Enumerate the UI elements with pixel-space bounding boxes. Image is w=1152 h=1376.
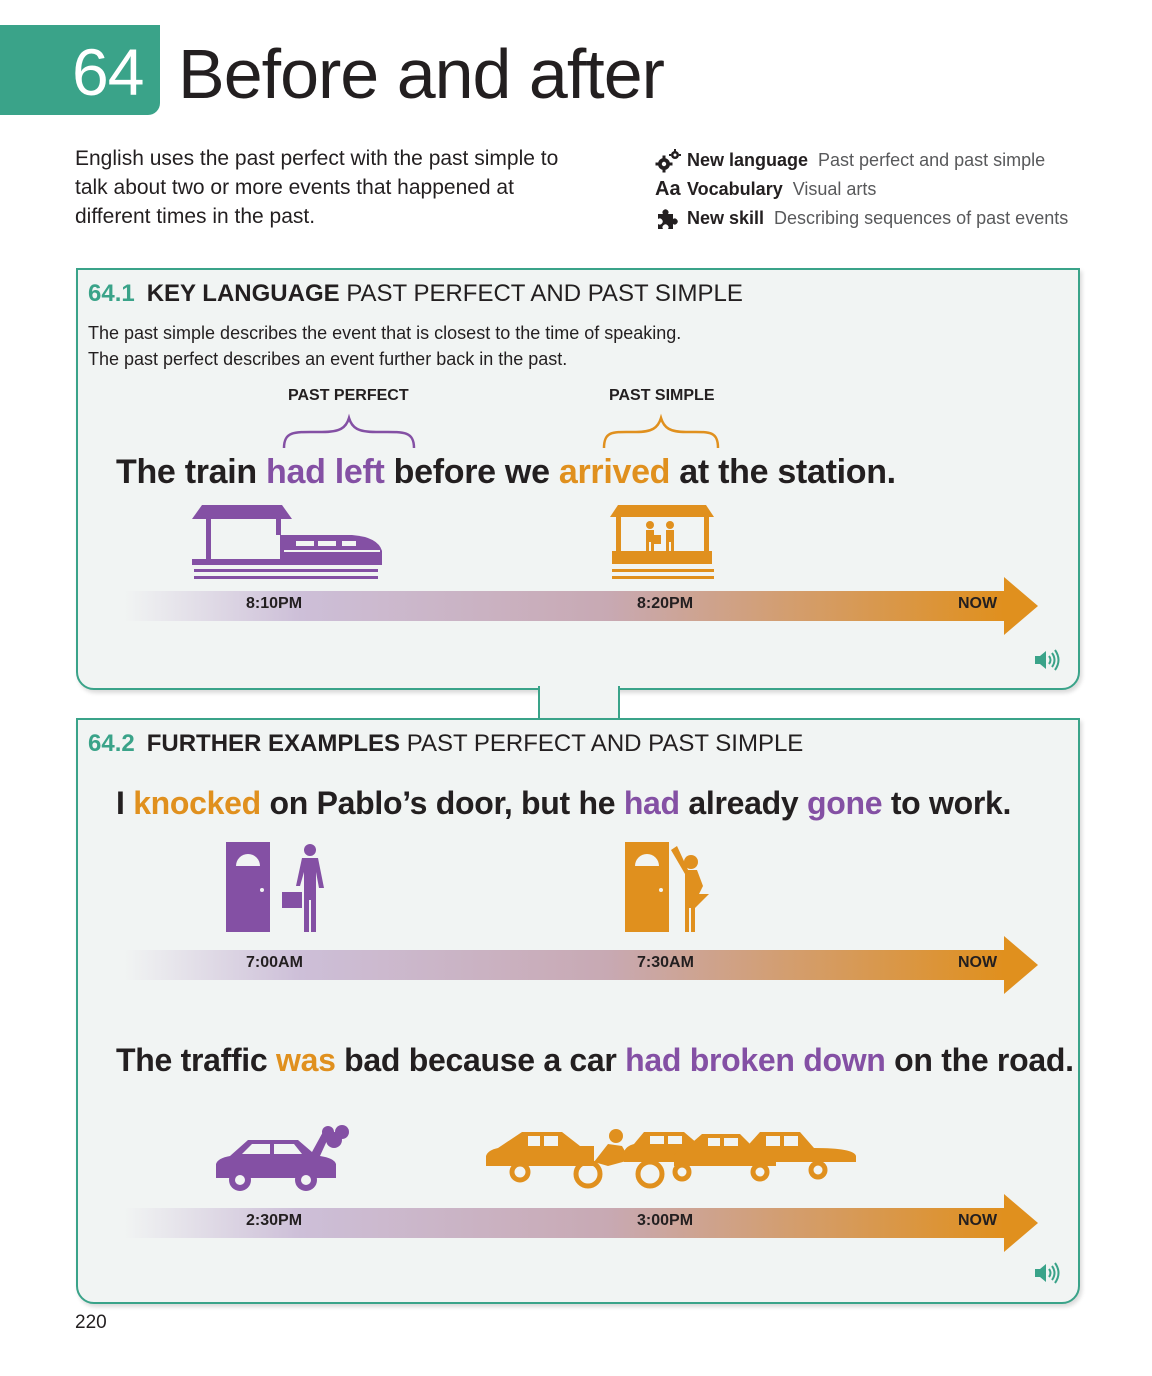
intro-text: English uses the past perfect with the p… bbox=[75, 147, 559, 228]
timeline-bar bbox=[124, 950, 1004, 980]
sentence-part: The traffic bbox=[116, 1042, 276, 1078]
meta-key: New language bbox=[687, 150, 809, 170]
meta-value: Describing sequences of past events bbox=[774, 208, 1069, 228]
description-line: The past simple describes the event that… bbox=[88, 323, 682, 343]
sentence-part: before we bbox=[384, 453, 559, 491]
gears-icon bbox=[655, 148, 687, 173]
timeline-time-now: NOW bbox=[958, 595, 998, 612]
meta-vocabulary: Aa Vocabulary Visual arts bbox=[655, 175, 1068, 204]
past-perfect-verb: had left bbox=[266, 453, 385, 491]
unit-meta: New language Past perfect and past simpl… bbox=[655, 146, 1068, 233]
timeline-time-later: 3:00PM bbox=[637, 1212, 694, 1229]
train-station-icon bbox=[192, 505, 382, 579]
section-heading: 64.1 KEY LANGUAGE PAST PERFECT AND PAST S… bbox=[88, 280, 743, 308]
timeline-bar bbox=[124, 1208, 1004, 1238]
past-simple-label: PAST SIMPLE bbox=[609, 387, 715, 404]
timeline-time-now: NOW bbox=[958, 954, 998, 971]
sentence-part: bad because a car bbox=[335, 1042, 626, 1078]
sentence-part: on Pablo’s door, but he bbox=[260, 785, 624, 821]
past-perfect-verb: had bbox=[623, 785, 680, 821]
sentence-part: I bbox=[116, 785, 134, 821]
past-simple-verb: knocked bbox=[133, 785, 261, 821]
section-heading: 64.2 FURTHER EXAMPLES PAST PERFECT AND PA… bbox=[88, 730, 803, 758]
meta-value: Visual arts bbox=[792, 179, 877, 199]
page-number: 220 bbox=[75, 1312, 107, 1333]
unit-badge bbox=[0, 25, 160, 115]
aa-icon: Aa bbox=[655, 178, 681, 200]
example-sentence-1: I knocked on Pablo’s door, but he had al… bbox=[116, 785, 1011, 822]
section-sub: PAST PERFECT AND PAST SIMPLE bbox=[406, 730, 804, 757]
unit-title: Before and after bbox=[178, 35, 665, 113]
timeline-bar bbox=[124, 591, 1004, 621]
key-sentence: The train had left before we arrived at … bbox=[116, 453, 896, 492]
timeline-arrowhead bbox=[1004, 936, 1038, 994]
sentence-part: at the station. bbox=[670, 453, 896, 491]
meta-new-skill: New skill Describing sequences of past e… bbox=[655, 204, 1068, 233]
past-perfect-verb: had broken down bbox=[625, 1042, 886, 1078]
past-perfect-label: PAST PERFECT bbox=[288, 387, 409, 404]
meta-new-language: New language Past perfect and past simpl… bbox=[655, 146, 1068, 175]
sentence-part: already bbox=[679, 785, 807, 821]
traffic-jam-icon bbox=[486, 1129, 856, 1189]
timeline-time-now: NOW bbox=[958, 1212, 998, 1229]
past-perfect-brace bbox=[282, 413, 416, 449]
audio-icon[interactable] bbox=[1033, 648, 1061, 672]
section-sub: PAST PERFECT AND PAST SIMPLE bbox=[346, 280, 743, 307]
puzzle-icon bbox=[655, 207, 687, 231]
timeline-time-later: 7:30AM bbox=[637, 954, 694, 971]
woman-knocking-icon bbox=[625, 842, 709, 932]
section-number: 64.1 bbox=[88, 280, 135, 307]
section-key: FURTHER EXAMPLES bbox=[146, 730, 401, 757]
further-examples-panel: 64.2 FURTHER EXAMPLES PAST PERFECT AND PA… bbox=[76, 718, 1080, 1304]
unit-number: 64 bbox=[72, 35, 144, 109]
station-arrival-icon bbox=[610, 505, 714, 579]
section-number: 64.2 bbox=[88, 730, 135, 757]
timeline-time-later: 8:20PM bbox=[637, 595, 694, 612]
timeline-time-earlier: 7:00AM bbox=[246, 954, 303, 971]
timeline-time-earlier: 2:30PM bbox=[246, 1212, 303, 1229]
broken-down-car-icon bbox=[216, 1125, 349, 1191]
audio-icon[interactable] bbox=[1033, 1261, 1061, 1285]
timeline: 8:10PM 8:20PM NOW bbox=[124, 577, 1038, 635]
past-simple-brace bbox=[602, 413, 720, 449]
sentence-part: on the road. bbox=[885, 1042, 1074, 1078]
example-sentence-2: The traffic was bad because a car had br… bbox=[116, 1042, 1074, 1079]
past-simple-verb: was bbox=[275, 1042, 336, 1078]
description-line: The past perfect describes an event furt… bbox=[88, 349, 568, 369]
meta-value: Past perfect and past simple bbox=[818, 150, 1046, 170]
timeline-arrowhead bbox=[1004, 1194, 1038, 1252]
past-perfect-verb: gone bbox=[806, 785, 883, 821]
man-leaving-door-icon bbox=[226, 842, 324, 932]
key-language-panel: 64.1 KEY LANGUAGE PAST PERFECT AND PAST S… bbox=[76, 268, 1080, 690]
timeline-time-earlier: 8:10PM bbox=[246, 595, 303, 612]
section-key: KEY LANGUAGE bbox=[146, 280, 340, 307]
sentence-part: to work. bbox=[882, 785, 1012, 821]
past-simple-verb: arrived bbox=[558, 453, 671, 491]
meta-key: Vocabulary bbox=[687, 179, 783, 199]
timeline: 7:00AM 7:30AM NOW bbox=[124, 936, 1038, 994]
timeline-arrowhead bbox=[1004, 577, 1038, 635]
section-description: The past simple describes the event that… bbox=[88, 320, 681, 372]
sentence-part: The train bbox=[116, 453, 267, 491]
timeline: 2:30PM 3:00PM NOW bbox=[124, 1194, 1038, 1252]
panel-connector bbox=[538, 686, 620, 720]
meta-key: New skill bbox=[687, 208, 765, 228]
